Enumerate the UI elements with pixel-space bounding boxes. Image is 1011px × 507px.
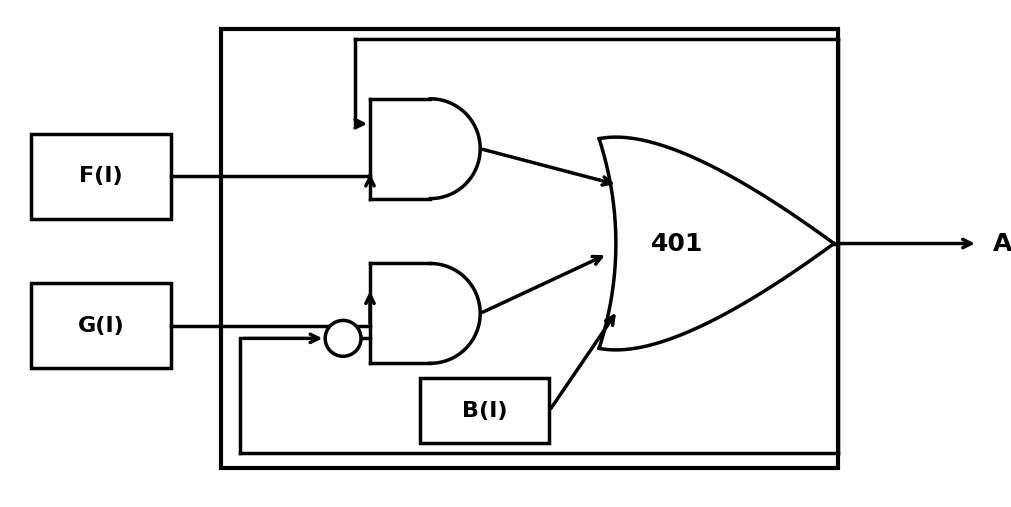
Text: B(I): B(I) bbox=[461, 401, 507, 421]
Bar bbox=[220, 29, 837, 468]
Text: 401: 401 bbox=[650, 232, 703, 256]
Bar bbox=[31, 134, 171, 219]
Bar bbox=[420, 378, 549, 443]
Bar bbox=[31, 283, 171, 368]
Text: G(I): G(I) bbox=[78, 316, 124, 336]
Text: A: A bbox=[992, 232, 1011, 256]
Circle shape bbox=[325, 320, 361, 356]
Text: F(I): F(I) bbox=[79, 166, 122, 186]
